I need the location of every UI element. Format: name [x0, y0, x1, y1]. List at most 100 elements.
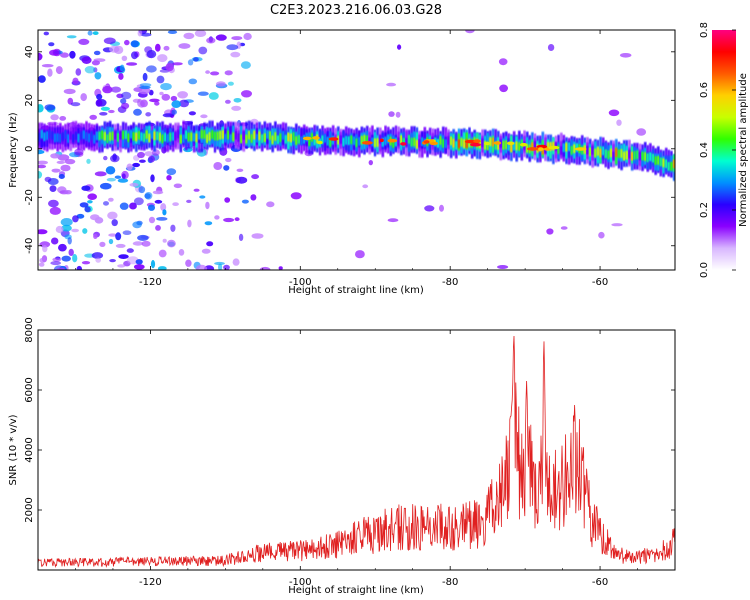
- heatmap-noise-cell: [48, 42, 55, 47]
- heatmap-noise-cell: [162, 113, 174, 118]
- heatmap-noise-cell: [112, 153, 117, 161]
- heatmap-ridge-cell: [636, 150, 639, 160]
- snr-x-axis: -120 -100 -80 -60: [37, 330, 676, 588]
- heatmap-ridge-cell: [48, 129, 52, 139]
- heatmap-noise-cell: [206, 37, 216, 44]
- heatmap-ridge-cell: [132, 132, 135, 141]
- heatmap-noise-cell: [121, 102, 130, 110]
- heatmap-noise-cell: [208, 92, 219, 100]
- heatmap-noise-cell: [61, 224, 72, 232]
- heatmap-ridge-cell: [384, 136, 387, 146]
- heatmap-noise-cell: [91, 252, 104, 259]
- heatmap-ridge-cell: [573, 144, 576, 154]
- heatmap-ridge-cell: [358, 137, 361, 146]
- heatmap-noise-cell: [424, 205, 435, 212]
- heatmap-peak-cell: [574, 147, 587, 151]
- heatmap-ridge-cell: [59, 133, 62, 143]
- heatmap-noise-cell: [251, 233, 264, 239]
- heatmap-noise-cell: [167, 30, 178, 34]
- heatmap-noise-cell: [154, 101, 160, 106]
- heatmap-ridge-cell: [594, 148, 597, 158]
- snr-panel: -120 -100 -80 -60 2000 4000 6000 8000 Height o…: [8, 317, 676, 596]
- heatmap-ridge-cell: [276, 135, 280, 145]
- heatmap-noise-cell: [58, 174, 65, 179]
- heatmap-noise-cell: [64, 190, 72, 195]
- heatmap-ridge-cell: [53, 133, 57, 143]
- heatmap-noise-cell: [163, 45, 170, 51]
- heatmap-noise-cell: [231, 105, 242, 111]
- heatmap-noise-cell: [157, 266, 167, 270]
- heatmap-noise-cell: [439, 204, 444, 212]
- heatmap-ridge-cell: [150, 130, 154, 148]
- heatmap-ridge-cell: [208, 132, 212, 141]
- heatmap-noise-cell: [139, 159, 146, 163]
- heatmap-ridge-cell: [376, 138, 379, 147]
- heatmap-ridge-cell: [124, 130, 128, 139]
- heatmap-noise-cell: [290, 192, 302, 200]
- heatmap-noise-cell: [243, 32, 252, 41]
- heatmap-noise-cell: [149, 98, 160, 103]
- heatmap-ridge-cell: [339, 135, 343, 144]
- heatmap-ridge-cell: [575, 143, 579, 152]
- heatmap-ridge-cell: [662, 158, 665, 168]
- heatmap-noise-cell: [55, 225, 64, 234]
- heatmap-noise-cell: [223, 264, 230, 270]
- heatmap-ridge-cell: [300, 136, 303, 146]
- heatmap-ridge-cell: [82, 130, 86, 139]
- heatmap-ridge-cell: [465, 139, 469, 148]
- heatmap-ridge-cell: [455, 141, 458, 150]
- heatmap-peak-cell: [493, 141, 502, 145]
- heatmap-ridge-cell: [90, 131, 94, 140]
- heatmap-noise-cell: [78, 38, 90, 46]
- snr-y-tick-label: 8000: [24, 317, 35, 342]
- snr-x-tick-label: -100: [289, 577, 312, 588]
- heatmap-noise-cell: [57, 186, 67, 194]
- heatmap-noise-cell: [81, 261, 91, 265]
- heatmap-noise-cell: [57, 154, 70, 161]
- heatmap-noise-cell: [150, 260, 156, 269]
- heatmap-noise-cell: [161, 93, 171, 101]
- heatmap-ridge-cell: [121, 130, 125, 140]
- heatmap-noise-cell: [38, 52, 43, 61]
- heatmap-noise-cell: [61, 255, 71, 262]
- heatmap-ridge-cell: [355, 138, 358, 148]
- heatmap-ridge-cell: [457, 139, 461, 149]
- heatmap-ridge-cell: [649, 152, 652, 162]
- heatmap-ridge-cell: [615, 148, 618, 157]
- heatmap-peak-cell: [507, 141, 515, 146]
- heatmap-noise-cell: [113, 45, 124, 55]
- heatmap-noise-cell: [120, 98, 127, 104]
- heatmap-noise-cell: [38, 229, 48, 235]
- heatmap-noise-cell: [178, 249, 185, 256]
- heatmap-noise-cell: [93, 50, 101, 56]
- heatmap-noise-cell: [137, 151, 145, 159]
- heatmap-peak-cell: [548, 145, 560, 150]
- heatmap-noise-cell: [145, 112, 152, 117]
- heatmap-ridge-cell: [533, 141, 537, 150]
- heatmap-ridge-cell: [507, 142, 511, 151]
- heatmap-ridge-cell: [229, 134, 233, 143]
- heatmap-ridge-cell: [664, 159, 668, 169]
- heatmap-noise-cell: [121, 170, 129, 180]
- heatmap-noise-cell: [89, 114, 97, 120]
- heatmap-ridge-cell: [491, 137, 495, 147]
- heatmap-noise-cell: [185, 259, 192, 267]
- heatmap-ridge-cell: [641, 151, 644, 161]
- heatmap-noise-cell: [94, 72, 102, 80]
- heatmap-ridge-cell: [651, 153, 655, 163]
- heatmap-ridge-cell: [365, 135, 369, 145]
- heatmap-ridge-cell: [192, 132, 196, 142]
- heatmap-noise-cell: [131, 51, 138, 60]
- heatmap-ridge-cell: [596, 146, 600, 156]
- snr-x-tick-label: -80: [442, 577, 458, 588]
- heatmap-ridge-cell: [323, 133, 327, 143]
- heatmap-noise-cell: [126, 62, 138, 66]
- heatmap-noise-cell: [115, 232, 122, 241]
- heatmap-noise-cell: [70, 102, 81, 107]
- heatmap-ridge-cell: [148, 133, 151, 143]
- heatmap-noise-cell: [177, 91, 189, 99]
- heatmap-ridge-cell: [140, 132, 143, 141]
- heatmap-noise-cell: [206, 241, 214, 247]
- heatmap-noise-cell: [223, 165, 230, 171]
- spectrogram-y-label: Frequency (Hz): [8, 112, 19, 188]
